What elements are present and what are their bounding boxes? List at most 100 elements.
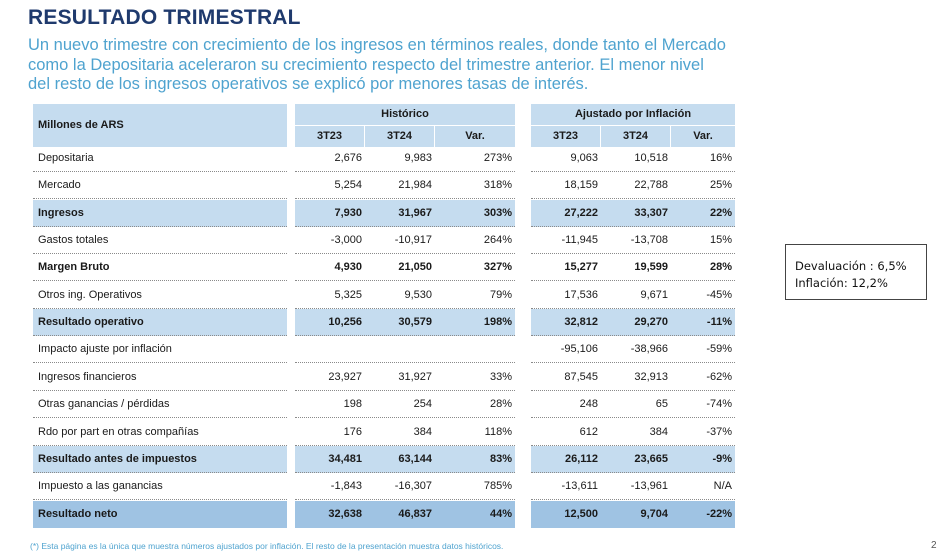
table-cell: 21,984 — [365, 172, 435, 199]
table-cell: -37% — [671, 419, 735, 446]
table-cell: 32,812 — [531, 309, 601, 336]
column-header: Var. — [435, 126, 515, 147]
table-cell: 83% — [435, 446, 515, 473]
devaluation-text: Devaluación : 6,5% — [795, 258, 926, 275]
table-cell: 19,599 — [601, 254, 671, 281]
table-cell: 17,536 — [531, 282, 601, 309]
page-title: RESULTADO TRIMESTRAL — [28, 6, 301, 30]
table-cell: 384 — [365, 419, 435, 446]
table-row: Otras ganancias / pérdidas 198 254 28% 248 65… — [33, 391, 735, 418]
row-label: Margen Bruto — [33, 254, 287, 281]
table-cell: -3,000 — [295, 227, 365, 254]
subtitle-line: Un nuevo trimestre con crecimiento de lo… — [28, 36, 888, 56]
table-cell: 5,254 — [295, 172, 365, 199]
table-cell: 25% — [671, 172, 735, 199]
table-cell: 32,913 — [601, 364, 671, 391]
table-cell: 118% — [435, 419, 515, 446]
table-cell — [365, 336, 435, 363]
table-cell: 32,638 — [295, 501, 365, 528]
table-cell: -22% — [671, 501, 735, 528]
table-cell: 29,270 — [601, 309, 671, 336]
inflation-text: Inflación: 12,2% — [795, 275, 926, 292]
table-cell: -11,945 — [531, 227, 601, 254]
table-cell: N/A — [671, 473, 735, 500]
table-cell: 198% — [435, 309, 515, 336]
table-cell: 254 — [365, 391, 435, 418]
table-row: Mercado 5,254 21,984 318% 18,159 22,788 25% — [33, 172, 735, 199]
table-row: Margen Bruto 4,930 21,050 327% 15,277 19,599 2… — [33, 254, 735, 281]
table-cell: -13,708 — [601, 227, 671, 254]
table-cell: 273% — [435, 145, 515, 172]
column-header: Var. — [671, 126, 735, 147]
row-label: Otros ing. Operativos — [33, 282, 287, 309]
row-label: Rdo por part en otras compañías — [33, 419, 287, 446]
table-cell: 303% — [435, 200, 515, 227]
table-cell: 9,063 — [531, 145, 601, 172]
row-separator — [295, 417, 515, 418]
row-separator — [531, 280, 735, 281]
table-row: Ingresos 7,930 31,967 303% 27,222 33,307 22% — [33, 200, 735, 227]
table-cell: 16% — [671, 145, 735, 172]
column-header: 3T24 — [365, 126, 434, 147]
table-cell: 33,307 — [601, 200, 671, 227]
subtitle-line: como la Depositaria aceleraron su crecim… — [28, 56, 888, 76]
table-row: Impacto ajuste por inflación -95,106 -38,9… — [33, 336, 735, 363]
table-cell: 318% — [435, 172, 515, 199]
row-separator — [33, 362, 287, 363]
table-cell: 9,704 — [601, 501, 671, 528]
table-cell: -10,917 — [365, 227, 435, 254]
row-label: Resultado operativo — [33, 309, 287, 336]
row-separator — [33, 198, 287, 199]
table-cell — [435, 336, 515, 363]
row-separator — [33, 499, 287, 500]
footnote: (*) Esta página es la única que muestra … — [30, 541, 503, 551]
table-row: Resultado antes de impuestos 34,481 63,144… — [33, 446, 735, 473]
row-label: Ingresos financieros — [33, 364, 287, 391]
table-cell: -11% — [671, 309, 735, 336]
table-cell: -59% — [671, 336, 735, 363]
table-cell: -45% — [671, 282, 735, 309]
row-separator — [531, 417, 735, 418]
table-cell: 10,256 — [295, 309, 365, 336]
row-label: Impacto ajuste por inflación — [33, 336, 287, 363]
table-row: Gastos totales -3,000 -10,917 264% -11,945 -1… — [33, 227, 735, 254]
row-separator — [531, 499, 735, 500]
group-header-historico: Histórico — [295, 104, 515, 125]
row-separator — [295, 362, 515, 363]
table-cell: 176 — [295, 419, 365, 446]
table-cell: 34,481 — [295, 446, 365, 473]
table-cell: -13,611 — [531, 473, 601, 500]
column-header: 3T23 — [531, 126, 600, 147]
table-cell: 15% — [671, 227, 735, 254]
table-cell: 9,983 — [365, 145, 435, 172]
row-separator — [295, 198, 515, 199]
table-cell: 264% — [435, 227, 515, 254]
row-label: Resultado antes de impuestos — [33, 446, 287, 473]
table-cell: 384 — [601, 419, 671, 446]
table-cell: 79% — [435, 282, 515, 309]
table-cell: 248 — [531, 391, 601, 418]
table-cell — [295, 336, 365, 363]
row-label: Ingresos — [33, 200, 287, 227]
table-row: Resultado neto 32,638 46,837 44% 12,500 9,704… — [33, 501, 735, 528]
table-row: Resultado operativo 10,256 30,579 198% 32,81… — [33, 309, 735, 336]
subtitle-line: del resto de los ingresos operativos se … — [28, 75, 888, 95]
macro-info-box: Devaluación : 6,5% Inflación: 12,2% — [785, 244, 927, 300]
row-separator — [33, 280, 287, 281]
table-cell: -1,843 — [295, 473, 365, 500]
table-header-label: Millones de ARS — [33, 104, 287, 147]
table-cell: 5,325 — [295, 282, 365, 309]
table-cell: 31,927 — [365, 364, 435, 391]
table-row: Rdo por part en otras compañías 176 384 118… — [33, 419, 735, 446]
row-separator — [531, 362, 735, 363]
table-cell: 44% — [435, 501, 515, 528]
row-label: Gastos totales — [33, 227, 287, 254]
row-separator — [531, 198, 735, 199]
column-header: 3T24 — [601, 126, 670, 147]
table-cell: -38,966 — [601, 336, 671, 363]
table-cell: 27,222 — [531, 200, 601, 227]
table-row: Otros ing. Operativos 5,325 9,530 79% 17,536… — [33, 282, 735, 309]
table-cell: 10,518 — [601, 145, 671, 172]
table-cell: -13,961 — [601, 473, 671, 500]
table-cell: 65 — [601, 391, 671, 418]
